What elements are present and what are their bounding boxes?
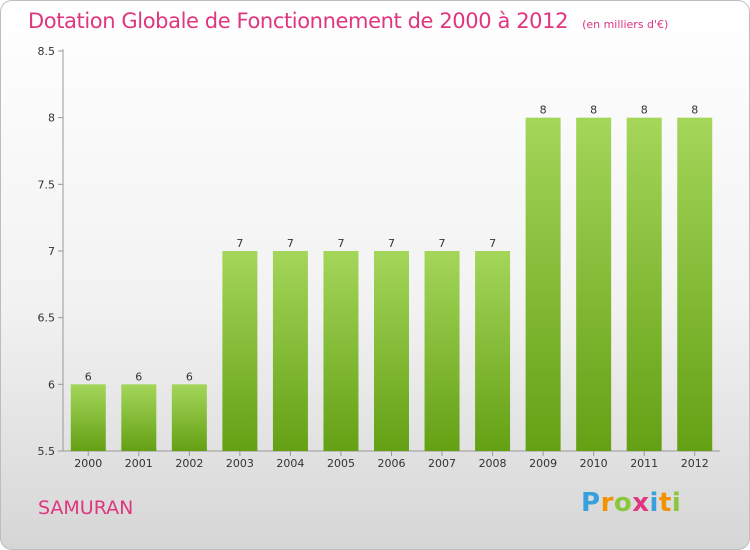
chart-subtitle: (en milliers d'€) (582, 18, 669, 31)
y-tick-label: 8.5 (38, 45, 56, 58)
bar-value-label: 6 (85, 370, 92, 383)
x-tick-label: 2000 (74, 457, 102, 470)
x-tick-label: 2001 (125, 457, 153, 470)
x-tick-label: 2011 (630, 457, 658, 470)
proxiti-logo: Proxiti (581, 488, 681, 518)
x-tick-label: 2007 (428, 457, 456, 470)
x-tick-label: 2012 (681, 457, 709, 470)
bar (121, 384, 157, 451)
chart-axes: 5.5 6 6.5 7 7.5 8 8.5 2000 2001 2002 2003 2004 2005 2… (38, 45, 720, 470)
logo-letter: P (581, 488, 601, 518)
logo-letter: i (649, 488, 659, 518)
y-tick-label: 7.5 (38, 178, 56, 191)
bar-value-label: 8 (691, 104, 698, 117)
chart-title-block: Dotation Globale de Fonctionnement de 20… (28, 9, 668, 33)
bar (677, 117, 713, 452)
x-tick-label: 2003 (226, 457, 254, 470)
x-tick-label: 2008 (479, 457, 507, 470)
y-tick-label: 5.5 (38, 445, 56, 458)
x-tick-label: 2005 (327, 457, 355, 470)
place-name: SAMURAN (38, 497, 134, 519)
logo-letter: o (613, 488, 633, 518)
bar-value-label: 7 (337, 237, 344, 250)
bar-value-label: 8 (641, 104, 648, 117)
chart-title: Dotation Globale de Fonctionnement de 20… (28, 9, 569, 33)
y-tick-label: 8 (48, 112, 55, 125)
bar-value-label: 8 (540, 104, 547, 117)
bar (222, 251, 258, 451)
chart-bars (70, 117, 713, 452)
bar-value-label: 7 (287, 237, 294, 250)
bar-value-label: 7 (388, 237, 395, 250)
bar (374, 251, 409, 451)
logo-letter: t (658, 488, 672, 518)
bar (70, 384, 106, 451)
y-tick-label: 6.5 (38, 312, 56, 325)
bar-value-label: 6 (135, 370, 142, 383)
x-tick-label: 2006 (378, 457, 406, 470)
bar-value-label: 7 (489, 237, 496, 250)
x-tick-label: 2004 (276, 457, 304, 470)
logo-letter: i (671, 488, 682, 518)
logo-letter: x (632, 488, 650, 518)
logo-letter: r (600, 488, 614, 518)
bar (626, 117, 662, 452)
bar (272, 251, 308, 451)
bar-value-label: 7 (439, 237, 446, 250)
y-tick-label: 6 (48, 378, 55, 391)
bar-value-label: 7 (236, 237, 243, 250)
bar (171, 384, 207, 451)
x-tick-label: 2010 (580, 457, 608, 470)
bar (323, 251, 359, 451)
bar (576, 117, 612, 452)
x-tick-label: 2009 (529, 457, 557, 470)
bar-value-label: 6 (186, 370, 193, 383)
bar (525, 117, 561, 452)
bar (475, 251, 511, 451)
bar-value-label: 8 (590, 104, 597, 117)
y-tick-label: 7 (48, 245, 55, 258)
x-tick-label: 2002 (175, 457, 203, 470)
chart-data-labels: 6 6 6 7 7 7 7 7 7 8 8 8 8 (85, 104, 698, 384)
bar (424, 251, 460, 451)
